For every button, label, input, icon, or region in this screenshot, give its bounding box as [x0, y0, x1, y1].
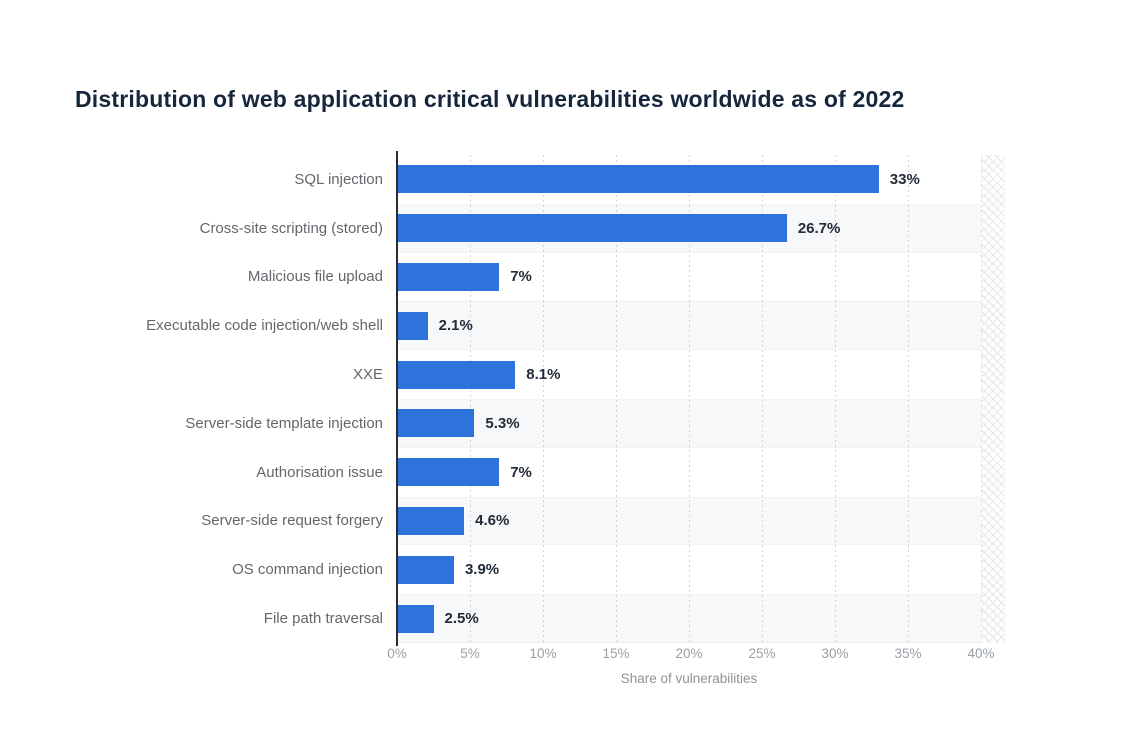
- value-label: 7%: [510, 268, 532, 286]
- bar: [397, 458, 500, 487]
- gridline: [689, 155, 690, 643]
- gridline: [835, 155, 836, 643]
- category-label: XXE: [352, 366, 383, 384]
- value-label: 2.1%: [438, 317, 473, 335]
- category-label: OS command injection: [232, 561, 383, 579]
- category-labels-column: SQL injection Cross-site scripting (store…: [75, 155, 383, 643]
- value-label: 26.7%: [797, 219, 841, 237]
- x-tick-label: 5%: [460, 646, 480, 661]
- x-tick-label: 15%: [602, 646, 630, 661]
- value-label: 7%: [510, 463, 532, 481]
- x-tick-label: 40%: [967, 646, 995, 661]
- gridline: [543, 155, 544, 643]
- value-label: 33%: [889, 170, 920, 188]
- category-label: Cross-site scripting (stored): [199, 219, 383, 237]
- bar: [397, 214, 787, 243]
- x-tick-label: 35%: [894, 646, 922, 661]
- chart-title: Distribution of web application critical…: [75, 86, 905, 112]
- category-label: Executable code injection/web shell: [146, 317, 383, 335]
- bar: [397, 263, 500, 291]
- value-label: 2.5%: [444, 610, 479, 628]
- x-axis-title: Share of vulnerabilities: [620, 671, 758, 686]
- bar: [397, 604, 434, 633]
- y-axis-line: [396, 151, 398, 646]
- x-tick-label: 10%: [529, 646, 557, 661]
- bar: [397, 409, 475, 438]
- x-tick-label: 30%: [821, 646, 849, 661]
- gridline: [762, 155, 763, 643]
- bar: [397, 555, 454, 584]
- x-tick-label: 20%: [675, 646, 703, 661]
- category-label: SQL injection: [294, 170, 383, 188]
- value-label: 5.3%: [485, 414, 520, 432]
- category-label: Authorisation issue: [256, 463, 383, 481]
- gridline: [616, 155, 617, 643]
- category-label: Server-side request forgery: [201, 512, 383, 530]
- bar: [397, 360, 516, 389]
- x-axis-ticks: 0% 5% 10% 15% 20% 25% 30% 35% 40%: [387, 646, 1005, 664]
- x-tick-label: 25%: [748, 646, 776, 661]
- category-label: Server-side template injection: [185, 414, 383, 432]
- gridline: [470, 155, 471, 643]
- category-label: File path traversal: [263, 610, 383, 628]
- x-tick-label: 0%: [387, 646, 407, 661]
- bar: [397, 311, 428, 340]
- value-label: 4.6%: [475, 512, 510, 530]
- plot-bottom-border: [397, 642, 981, 643]
- bar: [397, 165, 879, 194]
- gridline: [908, 155, 909, 643]
- overflow-hatch-band: [981, 155, 1005, 643]
- plot-area: 33% 26.7% 7% 2.1% 8.1% 5.3% 7% 4.6% 3.9% 2.5%: [396, 151, 1005, 646]
- bar: [397, 507, 465, 535]
- value-label: 3.9%: [464, 561, 500, 579]
- category-label: Malicious file upload: [247, 268, 383, 286]
- value-label: 8.1%: [526, 366, 561, 384]
